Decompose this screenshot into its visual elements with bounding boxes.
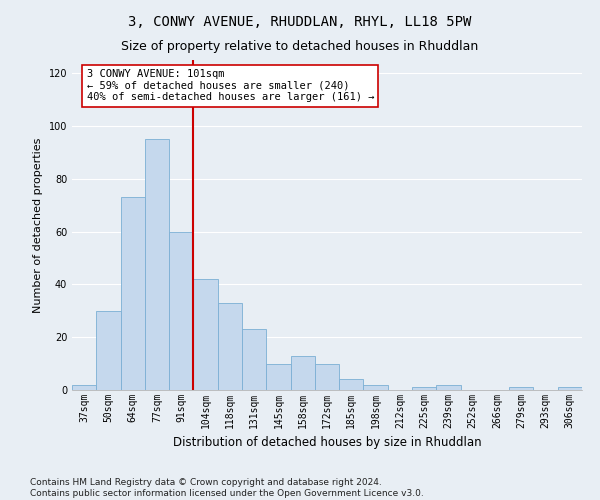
Bar — [72, 384, 96, 390]
Bar — [412, 388, 436, 390]
Bar — [96, 311, 121, 390]
Bar — [436, 384, 461, 390]
Bar — [242, 330, 266, 390]
Bar — [121, 198, 145, 390]
Bar — [558, 388, 582, 390]
Text: Size of property relative to detached houses in Rhuddlan: Size of property relative to detached ho… — [121, 40, 479, 53]
Bar — [218, 303, 242, 390]
Bar — [290, 356, 315, 390]
Bar — [509, 388, 533, 390]
X-axis label: Distribution of detached houses by size in Rhuddlan: Distribution of detached houses by size … — [173, 436, 481, 450]
Bar — [364, 384, 388, 390]
Bar — [145, 139, 169, 390]
Bar — [339, 380, 364, 390]
Text: 3, CONWY AVENUE, RHUDDLAN, RHYL, LL18 5PW: 3, CONWY AVENUE, RHUDDLAN, RHYL, LL18 5P… — [128, 15, 472, 29]
Text: Contains HM Land Registry data © Crown copyright and database right 2024.
Contai: Contains HM Land Registry data © Crown c… — [30, 478, 424, 498]
Text: 3 CONWY AVENUE: 101sqm
← 59% of detached houses are smaller (240)
40% of semi-de: 3 CONWY AVENUE: 101sqm ← 59% of detached… — [86, 69, 374, 102]
Y-axis label: Number of detached properties: Number of detached properties — [33, 138, 43, 312]
Bar — [266, 364, 290, 390]
Bar — [315, 364, 339, 390]
Bar — [193, 279, 218, 390]
Bar — [169, 232, 193, 390]
